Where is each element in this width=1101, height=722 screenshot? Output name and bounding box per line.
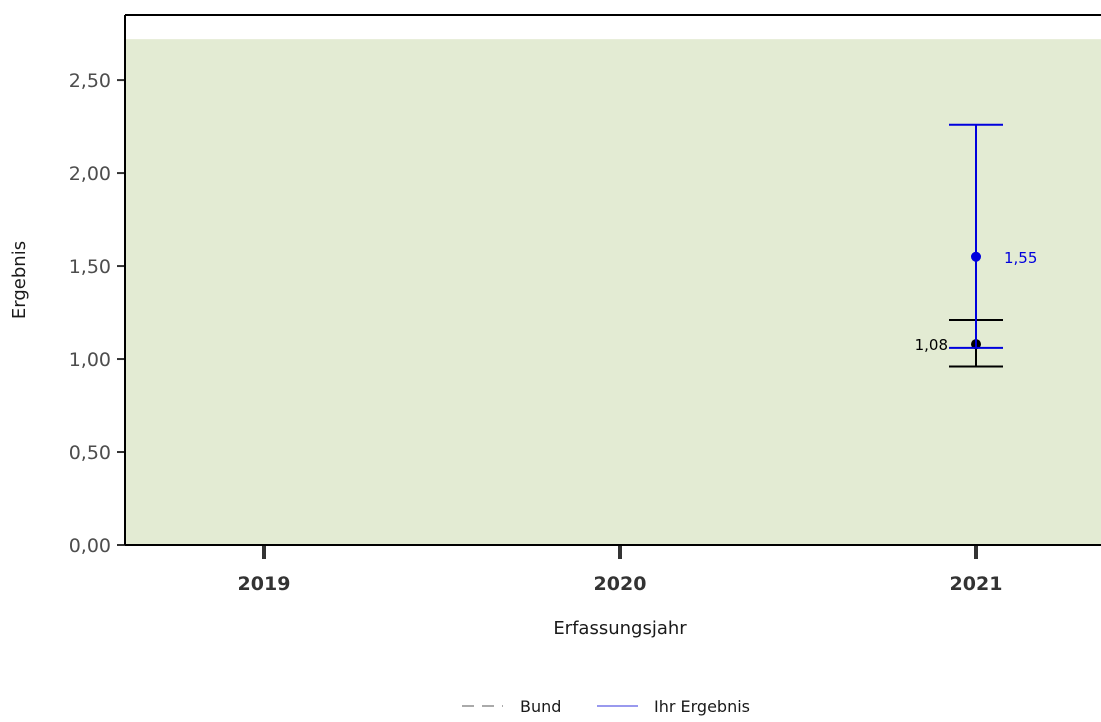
legend-ihr-ergebnis-label: Ihr Ergebnis	[654, 697, 750, 716]
y-axis-title: Ergebnis	[9, 241, 30, 319]
x-tick-label: 2021	[950, 573, 1003, 595]
y-axis-ticks: 0,00 0,50 1,00 1,50 2,00 2,50	[69, 70, 125, 557]
y-tick-label: 0,00	[69, 535, 111, 557]
legend: Bund Ihr Ergebnis	[462, 697, 750, 716]
y-tick-label: 2,50	[69, 70, 111, 92]
x-axis-title: Erfassungsjahr	[553, 618, 687, 639]
legend-bund-label: Bund	[520, 697, 561, 716]
ihr-ergebnis-data-label: 1,55	[1004, 249, 1037, 267]
reference-band	[125, 39, 1101, 545]
bund-data-label: 1,08	[915, 336, 948, 354]
x-tick-label: 2020	[594, 573, 647, 595]
series-layer: 1,08 1,55	[915, 123, 1037, 368]
y-tick-label: 2,00	[69, 163, 111, 185]
y-tick-label: 1,00	[69, 349, 111, 371]
x-tick-label: 2019	[238, 573, 291, 595]
y-tick-label: 1,50	[69, 256, 111, 278]
ihr-ergebnis-point	[971, 251, 981, 262]
x-axis-ticks: 2019 2020 2021	[238, 545, 1003, 595]
y-tick-label: 0,50	[69, 442, 111, 464]
